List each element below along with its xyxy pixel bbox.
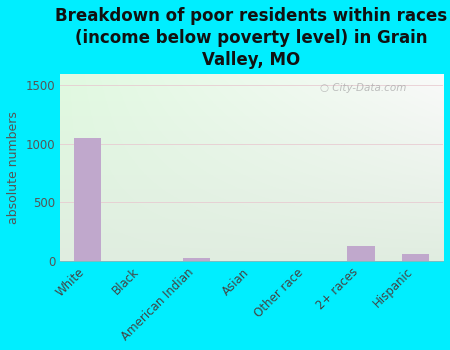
Bar <box>74 138 101 261</box>
Bar <box>183 258 211 261</box>
Bar <box>347 246 375 261</box>
Text: ○ City-Data.com: ○ City-Data.com <box>320 83 407 93</box>
Title: Breakdown of poor residents within races
(income below poverty level) in Grain
V: Breakdown of poor residents within races… <box>55 7 448 69</box>
Y-axis label: absolute numbers: absolute numbers <box>7 111 20 224</box>
Bar <box>402 254 429 261</box>
